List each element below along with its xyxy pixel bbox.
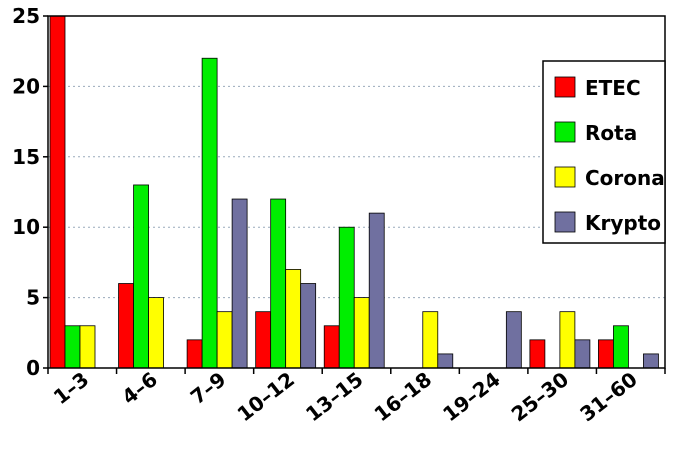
bar-corona-0 — [79, 325, 96, 369]
x-tick-label: 16–18 — [370, 367, 437, 426]
legend-label-corona: Corona — [585, 166, 665, 190]
legend-swatch-etec — [554, 76, 576, 98]
bar-corona-1 — [148, 297, 164, 369]
x-tick-label: 7–9 — [186, 367, 231, 409]
y-tick-label: 0 — [26, 356, 40, 380]
legend-label-rota: Rota — [585, 121, 637, 145]
x-axis-ticks: 1–3 4–6 7–9 10–12 13–15 16–18 19–24 25–30 31–60 — [47, 367, 666, 426]
bar-etec-0 — [49, 15, 66, 369]
y-axis-ticks: 0 5 10 15 20 25 — [12, 4, 48, 380]
y-tick-label: 15 — [12, 145, 40, 169]
bar-rota-0 — [64, 325, 81, 369]
bar-corona-7 — [559, 311, 576, 369]
x-tick-label: 1–3 — [49, 367, 94, 409]
bar-corona-5 — [422, 311, 439, 369]
bar-etec-8 — [598, 339, 614, 369]
bar-krypto-6 — [505, 311, 522, 369]
x-tick-label: 10–12 — [232, 367, 299, 426]
y-tick-label: 10 — [12, 215, 40, 239]
bars — [49, 15, 659, 369]
legend-label-krypto: Krypto — [585, 211, 661, 235]
legend-swatch-corona — [554, 166, 576, 188]
y-tick-label: 20 — [12, 74, 40, 98]
x-tick-label: 19–24 — [438, 367, 505, 426]
bar-etec-3 — [255, 311, 272, 369]
legend-swatch-rota — [554, 121, 576, 143]
bar-rota-1 — [133, 184, 149, 369]
bar-rota-4 — [338, 226, 355, 369]
bar-etec-4 — [323, 325, 340, 369]
bar-krypto-4 — [368, 212, 385, 369]
x-tick-label: 25–30 — [507, 367, 574, 426]
y-tick-label: 5 — [26, 286, 40, 310]
bar-corona-2 — [216, 311, 233, 369]
bar-krypto-3 — [300, 283, 317, 369]
bar-krypto-8 — [643, 353, 659, 369]
bar-krypto-2 — [231, 198, 248, 369]
bar-rota-8 — [613, 325, 629, 369]
bar-rota-3 — [270, 198, 287, 369]
bar-corona-4 — [353, 297, 370, 369]
bar-etec-2 — [186, 339, 203, 369]
bar-krypto-5 — [437, 353, 454, 369]
x-tick-label: 4–6 — [117, 367, 162, 409]
legend-label-etec: ETEC — [585, 76, 641, 100]
x-tick-label: 13–15 — [301, 367, 368, 426]
bar-etec-7 — [529, 339, 546, 369]
bar-corona-3 — [285, 269, 302, 369]
legend: ETEC Rota Corona Krypto — [542, 60, 666, 244]
y-tick-label: 25 — [12, 4, 40, 28]
legend-swatch-krypto — [554, 211, 576, 233]
bar-rota-2 — [201, 57, 218, 369]
x-tick-label: 31–60 — [575, 367, 642, 426]
bar-krypto-7 — [574, 339, 591, 369]
bar-etec-1 — [118, 283, 134, 369]
